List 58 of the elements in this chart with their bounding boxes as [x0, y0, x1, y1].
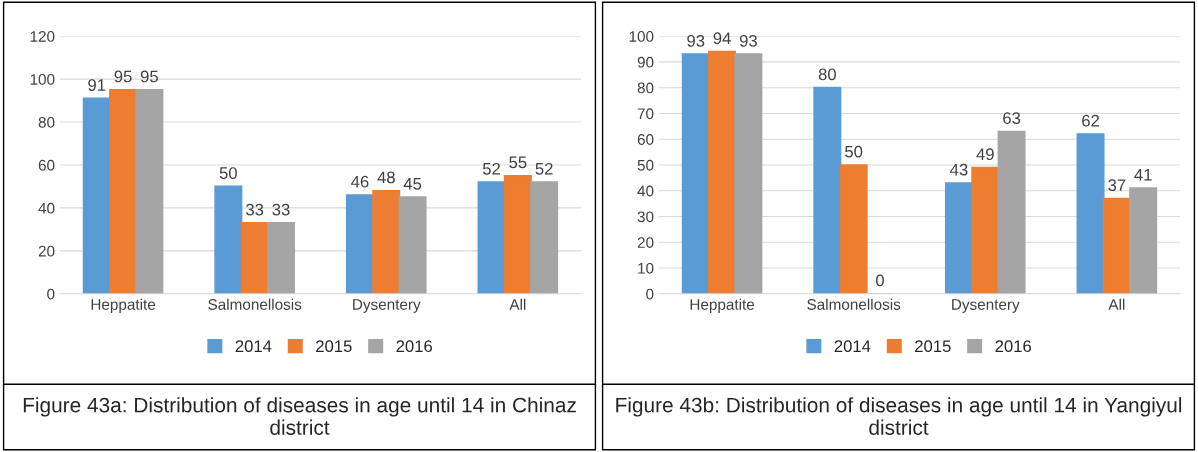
x-tick-label: Heppatite — [690, 298, 755, 313]
data-label: 50 — [845, 145, 863, 158]
legend-label: 2016 — [396, 340, 433, 353]
x-tick-label: All — [1108, 298, 1125, 310]
y-tick-label: 120 — [30, 31, 55, 42]
data-label: 62 — [1082, 114, 1099, 127]
y-tick-label: 0 — [646, 288, 654, 300]
legend-label: 2014 — [834, 340, 871, 353]
text: Figure 43a: Distribution of diseases in age until 14 in Chinaz district — [23, 397, 576, 435]
y-tick-label: 20 — [637, 237, 654, 248]
data-label: 37 — [1108, 179, 1126, 192]
y-tick-label: 80 — [637, 82, 654, 94]
y-tick-label: 60 — [38, 159, 55, 171]
data-label: 46 — [351, 175, 369, 188]
data-label: 33 — [246, 203, 264, 216]
y-tick-label: 60 — [637, 134, 654, 145]
legend-label: 2015 — [915, 340, 951, 353]
y-tick-label: 80 — [38, 116, 55, 128]
data-label: 43 — [950, 163, 968, 176]
x-tick-label: Salmonellosis — [208, 298, 302, 310]
y-tick-label: 90 — [637, 56, 654, 68]
x-tick-label: Dysentery — [353, 299, 421, 313]
data-label: 33 — [272, 203, 290, 216]
data-label: 55 — [509, 156, 527, 169]
legend-label: 2014 — [235, 340, 272, 353]
y-tick-label: 40 — [38, 202, 55, 214]
data-label: 48 — [377, 171, 395, 184]
legend-label: 2015 — [316, 340, 352, 353]
y-tick-label: 30 — [637, 211, 654, 223]
text: Figure 43b: Distribution of diseases in age until 14 in Yangiyul district — [616, 397, 1182, 435]
data-label: 91 — [88, 79, 106, 91]
data-label: 95 — [114, 70, 132, 83]
y-tick-label: 10 — [638, 262, 654, 274]
y-tick-label: 50 — [637, 159, 654, 171]
data-label: 49 — [976, 148, 994, 161]
data-label: 45 — [403, 178, 422, 190]
y-tick-label: 40 — [637, 185, 654, 197]
y-tick-label: 100 — [629, 31, 654, 42]
x-tick-label: Salmonellosis — [807, 298, 901, 310]
data-label: 94 — [713, 32, 731, 45]
x-tick-label: All — [509, 298, 526, 310]
data-label: 80 — [818, 68, 836, 81]
y-tick-label: 70 — [637, 108, 654, 120]
data-label: 93 — [739, 34, 757, 47]
data-label: 41 — [1134, 169, 1152, 181]
data-label: 50 — [219, 167, 237, 179]
legend-label: 2016 — [995, 340, 1032, 353]
y-tick-label: 20 — [38, 245, 55, 257]
data-label: 52 — [482, 162, 500, 175]
x-tick-label: Heppatite — [91, 298, 156, 313]
y-tick-label: 0 — [47, 288, 55, 300]
data-label: 0 — [876, 274, 884, 287]
y-tick-label: 100 — [30, 73, 55, 85]
data-label: 95 — [140, 70, 158, 83]
data-label: 52 — [535, 162, 553, 175]
data-label: 63 — [1003, 112, 1021, 125]
data-label: 93 — [687, 34, 705, 47]
x-tick-label: Dysentery — [952, 299, 1020, 313]
